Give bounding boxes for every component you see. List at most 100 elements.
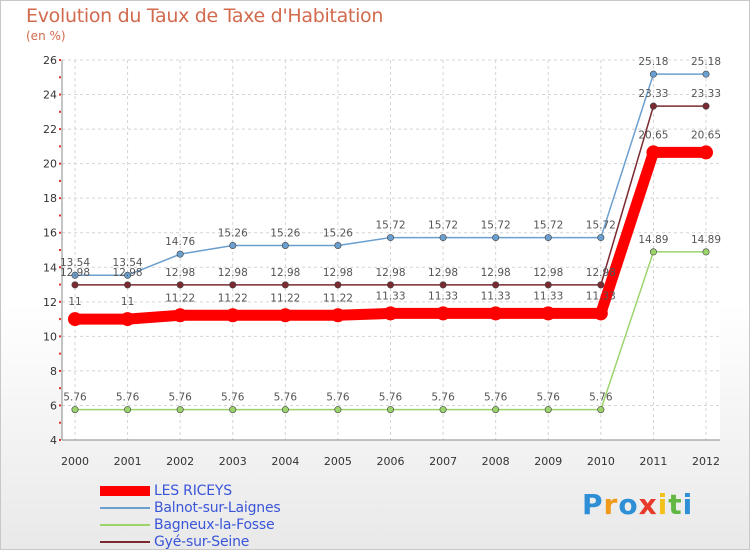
data-label-balnot-sur-laignes: 15.72 xyxy=(533,220,563,232)
data-point-bagneux-la-fosse xyxy=(439,406,447,414)
y-minor-tick xyxy=(59,369,61,372)
data-point-gy-sur-seine xyxy=(386,281,394,289)
x-tick-label: 2009 xyxy=(534,455,562,468)
data-label-balnot-sur-laignes: 15.72 xyxy=(586,220,616,232)
data-point-gy-sur-seine xyxy=(544,281,552,289)
y-minor-tick xyxy=(59,387,61,390)
data-label-bagneux-la-fosse: 14.89 xyxy=(691,234,721,246)
y-minor-tick xyxy=(59,197,61,200)
data-point-gy-sur-seine xyxy=(702,102,710,110)
data-point-balnot-sur-laignes xyxy=(176,250,184,258)
data-point-balnot-sur-laignes xyxy=(544,234,552,242)
data-point-les-riceys xyxy=(68,312,82,327)
data-point-balnot-sur-laignes xyxy=(229,242,237,250)
y-minor-tick xyxy=(59,421,61,424)
data-label-bagneux-la-fosse: 5.76 xyxy=(589,392,613,404)
y-tick-label: 10 xyxy=(43,330,57,343)
y-minor-tick xyxy=(59,179,61,182)
data-point-bagneux-la-fosse xyxy=(176,406,184,414)
y-minor-tick xyxy=(59,162,61,165)
data-point-gy-sur-seine xyxy=(124,281,132,289)
y-minor-tick xyxy=(59,318,61,321)
data-label-les-riceys: 11.22 xyxy=(270,292,300,304)
data-point-gy-sur-seine xyxy=(334,281,342,289)
data-point-balnot-sur-laignes xyxy=(439,234,447,242)
data-point-balnot-sur-laignes xyxy=(649,70,657,78)
data-label-les-riceys: 20.65 xyxy=(638,129,668,141)
y-tick-label: 6 xyxy=(50,399,57,412)
logo-letter: P xyxy=(582,488,604,521)
data-label-bagneux-la-fosse: 5.76 xyxy=(116,392,140,404)
x-tick-label: 2011 xyxy=(639,455,667,468)
data-label-balnot-sur-laignes: 15.26 xyxy=(218,228,248,240)
data-label-gy-sur-seine: 12.98 xyxy=(481,267,511,279)
data-label-gy-sur-seine: 12.98 xyxy=(323,267,353,279)
data-label-gy-sur-seine: 12.98 xyxy=(60,267,90,279)
logo-letter: t xyxy=(668,488,683,521)
data-label-bagneux-la-fosse: 5.76 xyxy=(537,392,561,404)
data-point-gy-sur-seine xyxy=(176,281,184,289)
data-point-les-riceys xyxy=(173,308,188,323)
data-label-balnot-sur-laignes: 15.72 xyxy=(428,220,458,232)
data-point-les-riceys xyxy=(120,312,135,327)
y-minor-tick xyxy=(59,249,61,251)
x-tick-label: 2005 xyxy=(324,455,352,468)
data-label-balnot-sur-laignes: 13.54 xyxy=(113,257,143,269)
data-label-bagneux-la-fosse: 14.89 xyxy=(638,234,668,246)
data-label-gy-sur-seine: 12.98 xyxy=(218,267,248,279)
y-minor-tick xyxy=(59,300,61,303)
data-point-bagneux-la-fosse xyxy=(702,248,710,256)
data-label-gy-sur-seine: 12.98 xyxy=(165,267,195,279)
data-point-bagneux-la-fosse xyxy=(229,406,237,414)
data-label-bagneux-la-fosse: 5.76 xyxy=(326,392,350,404)
y-minor-tick xyxy=(59,266,61,269)
y-minor-tick xyxy=(59,283,61,286)
data-label-balnot-sur-laignes: 15.26 xyxy=(323,228,353,240)
y-tick-label: 16 xyxy=(43,227,57,240)
x-tick-label: 2007 xyxy=(429,455,457,468)
data-point-balnot-sur-laignes xyxy=(597,234,605,242)
data-label-bagneux-la-fosse: 5.76 xyxy=(379,392,403,404)
legend-label-bagneux-la-fosse: Bagneux-la-Fosse xyxy=(154,517,275,533)
proxiti-logo: Proxiti xyxy=(582,488,693,521)
y-tick-label: 20 xyxy=(43,158,57,171)
y-minor-tick xyxy=(59,214,61,217)
data-point-les-riceys xyxy=(383,306,398,321)
data-label-bagneux-la-fosse: 5.76 xyxy=(221,392,245,404)
y-minor-tick xyxy=(59,352,61,355)
data-label-balnot-sur-laignes: 25.18 xyxy=(691,56,721,68)
data-label-gy-sur-seine: 12.98 xyxy=(270,267,300,279)
x-tick-label: 2012 xyxy=(692,455,720,468)
y-minor-tick xyxy=(59,404,61,407)
data-point-les-riceys xyxy=(593,306,608,321)
data-point-bagneux-la-fosse xyxy=(124,406,132,414)
data-point-balnot-sur-laignes xyxy=(124,271,132,279)
data-point-gy-sur-seine xyxy=(439,281,447,289)
data-label-balnot-sur-laignes: 25.18 xyxy=(638,56,668,68)
y-tick-label: 8 xyxy=(50,365,57,378)
data-label-les-riceys: 11.22 xyxy=(323,292,353,304)
y-tick-label: 22 xyxy=(43,123,57,136)
data-label-bagneux-la-fosse: 5.76 xyxy=(168,392,192,404)
data-point-gy-sur-seine xyxy=(597,281,605,289)
data-label-balnot-sur-laignes: 15.72 xyxy=(481,220,511,232)
data-label-gy-sur-seine: 23.33 xyxy=(638,88,668,100)
data-point-balnot-sur-laignes xyxy=(702,70,710,78)
data-point-bagneux-la-fosse xyxy=(281,406,289,414)
x-tick-label: 2002 xyxy=(166,455,194,468)
data-label-bagneux-la-fosse: 5.76 xyxy=(63,392,87,404)
data-label-les-riceys: 11 xyxy=(121,296,134,308)
data-label-les-riceys: 11.33 xyxy=(481,290,511,302)
y-tick-label: 26 xyxy=(43,54,57,67)
y-minor-tick xyxy=(59,439,61,441)
y-minor-tick xyxy=(59,59,61,61)
legend-swatch-bagneux-la-fosse xyxy=(100,524,150,526)
data-label-bagneux-la-fosse: 5.76 xyxy=(484,392,508,404)
data-point-les-riceys xyxy=(330,308,345,323)
data-label-bagneux-la-fosse: 5.76 xyxy=(431,392,455,404)
chart-subtitle: (en %) xyxy=(26,29,66,43)
data-point-gy-sur-seine xyxy=(492,281,500,289)
logo-letter: o xyxy=(618,488,639,521)
y-minor-tick xyxy=(59,93,61,96)
